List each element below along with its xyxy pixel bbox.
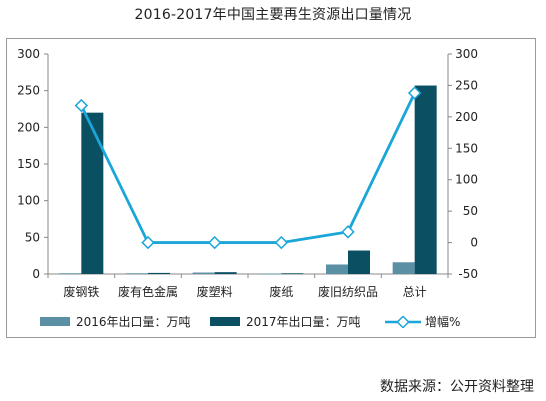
left-tick-label-1: 50 — [25, 230, 40, 244]
category-label-4: 废旧纺织品 — [318, 284, 378, 299]
chart-frame — [6, 38, 536, 338]
growth-marker-4 — [341, 225, 355, 239]
legend-line-icon — [385, 314, 421, 329]
bar-2016-5 — [392, 262, 415, 274]
bar-2017-5 — [414, 85, 437, 275]
bar-2016-2 — [192, 272, 215, 274]
category-label-5: 总计 — [403, 285, 427, 299]
bar-2017-1 — [148, 272, 170, 274]
bar-2017-4 — [348, 250, 370, 274]
legend-swatch-2016 — [40, 317, 70, 326]
legend-item-2016: 2016年出口量：万吨 — [40, 313, 191, 330]
growth-marker-5 — [407, 86, 422, 100]
source-note: 数据来源：公开资料整理 — [380, 379, 534, 395]
right-tick-label-0: -50 — [458, 267, 478, 281]
right-tick-label-4: 150 — [455, 141, 478, 155]
bar-2016-0 — [59, 273, 82, 275]
right-tick-label-6: 250 — [455, 78, 478, 92]
bar-2016-1 — [126, 273, 148, 275]
right-tick-label-5: 200 — [455, 110, 478, 124]
left-tick-label-0: 0 — [32, 267, 40, 281]
right-tick-label-7: 300 — [455, 47, 478, 61]
category-label-1: 废有色金属 — [118, 284, 178, 299]
growth-marker-1 — [141, 235, 155, 250]
growth-marker-2 — [207, 235, 222, 250]
left-tick-label-3: 150 — [17, 157, 40, 171]
category-label-0: 废钢铁 — [63, 284, 99, 299]
growth-line — [80, 92, 416, 244]
legend-label-2016: 2016年出口量：万吨 — [76, 315, 191, 329]
right-tick-label-3: 100 — [455, 173, 478, 187]
category-label-3: 废纸 — [269, 284, 293, 299]
bar-2016-3 — [259, 273, 282, 275]
right-tick-label-1: 0 — [470, 236, 478, 250]
bar-2017-3 — [281, 273, 304, 275]
bar-2016-4 — [326, 264, 348, 274]
chart-title: 2016-2017年中国主要再生资源出口量情况 — [134, 7, 412, 23]
bar-2017-2 — [214, 272, 237, 274]
category-label-2: 废塑料 — [197, 284, 233, 299]
right-tick-label-2: 50 — [463, 204, 478, 218]
growth-marker-3 — [274, 235, 289, 250]
left-tick-label-6: 300 — [17, 47, 40, 61]
bar-2017-0 — [81, 112, 104, 275]
legend-label-growth: 增幅% — [425, 315, 461, 329]
left-tick-label-4: 200 — [17, 120, 40, 134]
legend-label-2017: 2017年出口量：万吨 — [246, 315, 361, 329]
growth-marker-0 — [74, 98, 89, 113]
legend-swatch-2017 — [210, 317, 240, 326]
left-tick-label-5: 250 — [17, 84, 40, 98]
left-tick-label-2: 100 — [17, 194, 40, 208]
legend-item-growth: 增幅% — [385, 313, 460, 330]
legend-item-2017: 2017年出口量：万吨 — [210, 313, 361, 330]
